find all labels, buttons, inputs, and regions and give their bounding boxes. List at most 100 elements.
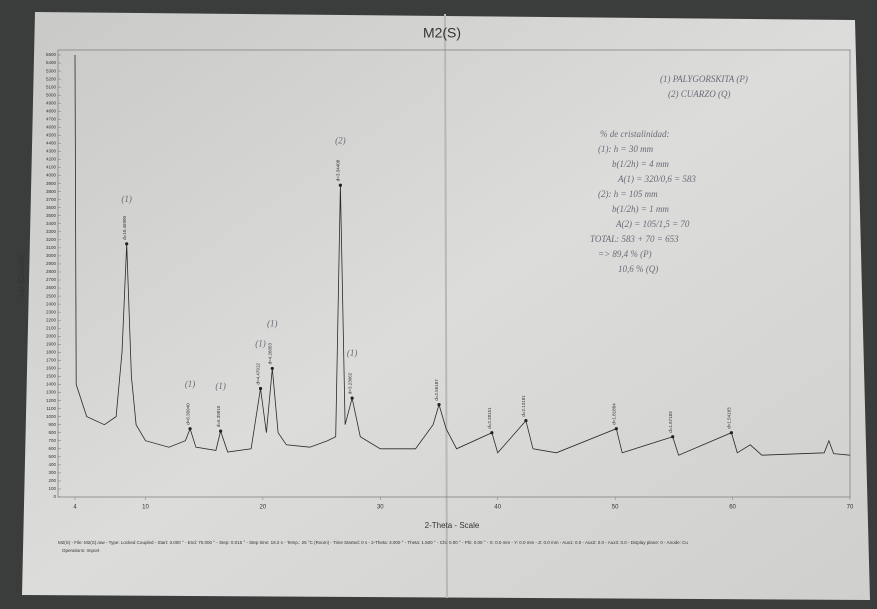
peak-label: (1) (255, 339, 266, 349)
peak-d-label: d=2.28151 (487, 407, 492, 429)
y-tick-label: 100 (48, 486, 56, 491)
y-tick-label: 600 (48, 446, 56, 451)
x-tick-label: 70 (847, 505, 854, 511)
y-tick-label: 2600 (46, 285, 57, 290)
peak-d-label: d=1.54183 (727, 407, 732, 429)
handwritten-note: => 89,4 % (P) (598, 249, 652, 259)
x-tick-label: 50 (612, 505, 619, 511)
y-tick-label: 4500 (46, 133, 57, 138)
x-tick-label: 4 (73, 505, 77, 511)
y-tick-label: 3100 (46, 245, 57, 250)
y-tick-label: 900 (48, 422, 56, 427)
peak-marker (258, 386, 263, 391)
y-tick-label: 4600 (46, 125, 57, 130)
plot-frame (57, 49, 851, 498)
chart-title: M2(S) (423, 25, 461, 41)
y-tick-label: 800 (48, 430, 56, 435)
peak-marker (437, 402, 441, 407)
peak-marker (671, 435, 675, 439)
y-tick-label: 5000 (46, 92, 57, 97)
y-tick-label: 3900 (46, 181, 57, 186)
footer-line: M2(S) - File: M2(S).raw - Type: Locked C… (58, 540, 688, 545)
y-tick-label: 2200 (46, 317, 57, 322)
peak-d-label: d=2.56187 (434, 379, 439, 401)
y-tick-label: 3500 (46, 213, 57, 218)
peak-marker (729, 431, 734, 435)
x-tick-label: 20 (260, 505, 267, 511)
y-tick-label: 4200 (46, 157, 57, 162)
peak-marker (490, 431, 494, 435)
y-tick-label: 200 (48, 478, 56, 483)
y-tick-label: 1200 (46, 398, 57, 403)
y-tick-label: 1500 (46, 374, 57, 379)
peak-label: (1) (215, 381, 226, 391)
y-tick-label: 1700 (46, 358, 57, 363)
peak-marker (350, 396, 354, 400)
peak-label: (1) (347, 348, 358, 358)
handwritten-note: (2) CUARZO (Q) (668, 89, 731, 99)
y-tick-label: 500 (48, 454, 56, 459)
y-tick-label: 5400 (46, 60, 57, 65)
y-tick-label: 2100 (46, 325, 57, 330)
y-tick-label: 1600 (46, 366, 57, 371)
y-tick-label: 2700 (46, 277, 57, 282)
peak-d-label: d=6.39940 (185, 403, 190, 425)
y-tick-label: 5200 (46, 76, 57, 81)
handwritten-note: % de cristalinidad: (600, 129, 670, 139)
handwritten-note: b(1/2h) = 1 mm (612, 204, 669, 214)
peak-marker (219, 429, 223, 433)
y-tick-label: 5300 (46, 68, 57, 73)
y-tick-label: 5500 (46, 52, 57, 57)
peak-d-label: d=10.45900 (122, 215, 127, 239)
y-tick-label: 1000 (46, 414, 57, 419)
handwritten-note: b(1/2h) = 4 mm (612, 159, 669, 169)
handwritten-note: (1) PALYGORSKITA (P) (660, 74, 748, 84)
peak-d-label: d=3.23062 (347, 372, 352, 394)
peak-d-label: d=4.26053 (267, 343, 272, 365)
handwritten-note: A(2) = 105/1,5 = 70 (615, 219, 690, 229)
y-tick-label: 1300 (46, 390, 57, 395)
y-tick-label: 4800 (46, 108, 57, 113)
y-tick-label: 2800 (46, 269, 57, 274)
y-tick-label: 2900 (46, 261, 57, 266)
paper-fold (444, 13, 448, 599)
y-tick-label: 2300 (46, 309, 57, 314)
y-tick-label: 2000 (46, 333, 57, 338)
peak-label: (1) (267, 318, 278, 328)
y-tick-label: 3300 (46, 229, 57, 234)
y-tick-label: 4700 (46, 116, 57, 121)
y-tick-label: 2500 (46, 293, 57, 298)
x-tick-label: 30 (377, 505, 384, 511)
handwritten-note: TOTAL: 583 + 70 = 653 (590, 234, 679, 244)
y-tick-label: 700 (48, 438, 56, 443)
y-tick-label: 3200 (46, 237, 57, 242)
y-tick-label: 5100 (46, 84, 57, 89)
y-tick-label: 2400 (46, 301, 57, 306)
handwritten-note: A(1) = 320/0,6 = 583 (617, 174, 696, 184)
y-tick-label: 300 (48, 470, 56, 475)
peak-label: (2) (335, 135, 346, 145)
peak-d-label: d=2.13181 (521, 395, 526, 417)
x-axis-label: 2-Theta - Scale (425, 521, 480, 530)
handwritten-note: 10,6 % (Q) (618, 264, 658, 274)
peak-d-label: d=3.34408 (336, 159, 341, 181)
peak-label: (1) (121, 194, 132, 204)
x-tick-label: 40 (494, 505, 501, 511)
peak-marker (125, 242, 129, 246)
y-tick-label: 1400 (46, 382, 57, 387)
y-tick-label: 4400 (46, 141, 57, 146)
y-axis-label: Lin (Counts) (17, 253, 26, 297)
y-tick-label: 3700 (46, 197, 57, 202)
peak-d-label: d=4.47912 (256, 363, 261, 385)
handwritten-note: (1): h = 30 mm (598, 144, 654, 154)
y-tick-label: 4900 (46, 100, 57, 105)
y-tick-label: 4300 (46, 149, 57, 154)
peak-marker (524, 419, 528, 423)
peak-marker (270, 366, 274, 371)
y-tick-label: 1100 (46, 406, 56, 411)
footer-line: Operations: Import (62, 548, 100, 553)
y-tick-label: 3400 (46, 221, 57, 226)
y-tick-label: 4100 (46, 165, 57, 170)
